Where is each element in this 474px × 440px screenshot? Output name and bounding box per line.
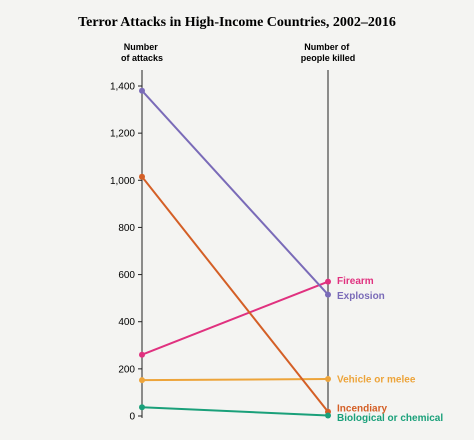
chart-title: Terror Attacks in High-Income Countries,… — [78, 15, 396, 30]
point-killed-explosion — [325, 291, 331, 298]
y-tick-label: 1,200 — [110, 129, 135, 140]
series-line-explosion — [141, 90, 329, 296]
series-line-vehicle-or-melee — [141, 377, 329, 382]
y-tick-label: 600 — [118, 270, 135, 281]
y-tick-label: 400 — [118, 317, 135, 328]
y-tick-label: 1,000 — [110, 176, 135, 187]
point-attacks-biological-or-chemical — [139, 404, 145, 411]
point-attacks-vehicle-or-melee — [139, 377, 145, 384]
point-killed-firearm — [325, 278, 331, 285]
series-label-vehicle-or-melee: Vehicle or melee — [337, 374, 416, 385]
y-tick-label: 1,400 — [110, 82, 135, 93]
series-line-biological-or-chemical — [141, 406, 329, 417]
series-label-incendiary: Incendiary — [337, 403, 387, 414]
point-killed-vehicle-or-melee — [325, 375, 331, 382]
left-axis-label: Number of attacks — [121, 42, 163, 63]
series-label-biological-or-chemical: Biological or chemical — [337, 413, 443, 424]
point-attacks-firearm — [139, 351, 145, 358]
point-killed-biological-or-chemical — [325, 412, 331, 419]
point-attacks-explosion — [139, 87, 145, 94]
right-axis-label: Number of people killed — [301, 42, 356, 63]
y-tick-label: 200 — [118, 364, 135, 375]
point-attacks-incendiary — [139, 173, 145, 180]
y-tick-label: 800 — [118, 223, 135, 234]
y-tick-label: 0 — [129, 412, 135, 423]
series-label-explosion: Explosion — [337, 291, 385, 302]
series-line-incendiary — [141, 176, 329, 413]
series-line-firearm — [141, 280, 329, 356]
series-label-firearm: Firearm — [337, 276, 374, 287]
